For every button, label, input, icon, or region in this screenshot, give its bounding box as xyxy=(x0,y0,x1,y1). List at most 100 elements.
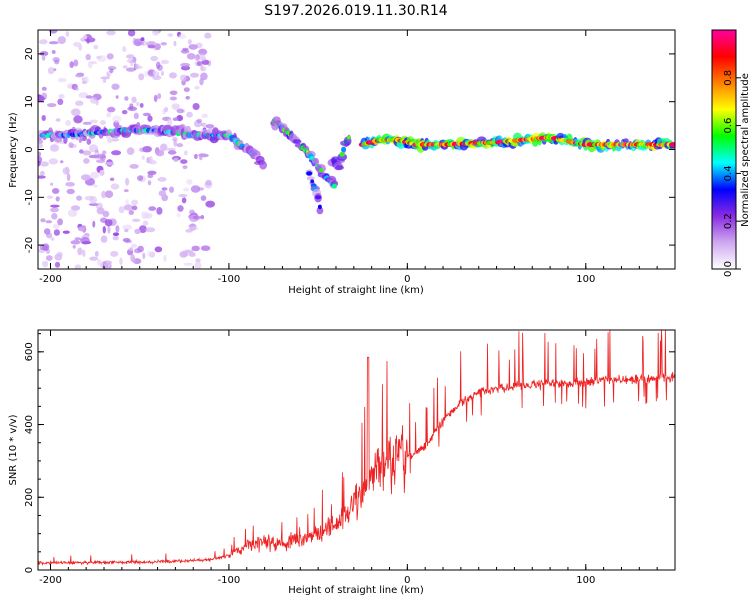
noise-blob xyxy=(106,53,114,60)
noise-blob xyxy=(161,187,168,191)
noise-blob xyxy=(183,87,190,93)
noise-blob xyxy=(74,264,82,269)
trace-core xyxy=(319,168,324,173)
snr-xtick-label: -200 xyxy=(39,575,62,586)
noise-blob xyxy=(57,98,64,106)
noise-blob xyxy=(76,195,82,201)
noise-blob xyxy=(85,95,93,99)
noise-blob xyxy=(57,36,66,45)
noise-blob xyxy=(122,46,127,53)
trace-core xyxy=(332,183,337,189)
noise-blob xyxy=(186,111,193,118)
noise-blob xyxy=(126,147,135,156)
noise-blob xyxy=(160,143,168,152)
noise-blob xyxy=(154,43,161,51)
noise-blob xyxy=(99,169,105,176)
noise-blob xyxy=(52,188,60,194)
noise-blob xyxy=(65,120,72,126)
noise-blob xyxy=(92,184,98,188)
noise-blob xyxy=(101,190,107,199)
noise-blob xyxy=(100,217,108,223)
noise-blob xyxy=(85,53,91,61)
noise-blob xyxy=(131,199,139,206)
noise-blob xyxy=(142,220,149,226)
noise-blob xyxy=(169,186,174,193)
noise-blob xyxy=(62,230,70,234)
noise-blob xyxy=(48,41,59,45)
noise-blob xyxy=(39,39,48,45)
noise-blob xyxy=(150,55,159,62)
noise-blob xyxy=(179,251,188,258)
noise-blob xyxy=(124,96,129,101)
colorbar-label: Normalized spectral amplitude xyxy=(740,73,750,227)
trace-core xyxy=(341,146,347,153)
noise-blob xyxy=(38,175,46,179)
noise-blob xyxy=(45,220,53,224)
noise-blob xyxy=(194,153,198,160)
noise-blob xyxy=(53,229,61,236)
noise-blob xyxy=(50,207,59,213)
noise-blob xyxy=(41,115,46,121)
noise-blob xyxy=(57,77,67,83)
noise-blob xyxy=(155,149,165,157)
colorbar-tick-label: 0.2 xyxy=(723,213,734,229)
trace-core xyxy=(306,171,313,176)
noise-blob xyxy=(205,124,215,129)
noise-blob xyxy=(145,227,156,233)
colorbar-tick-label: 0.0 xyxy=(723,261,734,277)
noise-blob xyxy=(106,112,112,118)
noise-blob xyxy=(51,50,56,54)
noise-blob xyxy=(123,189,129,193)
trace-blob xyxy=(335,165,344,171)
noise-blob xyxy=(200,195,207,201)
snr-xlabel: Height of straight line (km) xyxy=(288,585,424,596)
noise-blob xyxy=(89,119,98,124)
noise-blob xyxy=(138,225,147,234)
noise-blob xyxy=(137,175,144,182)
noise-blob xyxy=(173,40,177,47)
noise-blob xyxy=(196,118,203,124)
noise-blob xyxy=(66,188,75,195)
noise-blob xyxy=(161,194,169,202)
noise-blob xyxy=(180,49,190,54)
noise-blob xyxy=(100,120,106,126)
noise-blob xyxy=(186,53,196,60)
noise-blob xyxy=(55,196,60,202)
heatmap-trace-segment-c xyxy=(327,134,352,171)
noise-blob xyxy=(153,94,158,102)
noise-blob xyxy=(122,238,131,243)
noise-blob xyxy=(141,155,145,160)
noise-blob xyxy=(48,158,58,165)
noise-blob xyxy=(38,143,44,149)
noise-blob xyxy=(130,254,136,263)
noise-blob xyxy=(205,200,215,208)
noise-blob xyxy=(122,65,128,69)
noise-blob xyxy=(191,245,200,252)
noise-blob xyxy=(122,224,133,231)
noise-blob xyxy=(40,218,46,223)
noise-blob xyxy=(54,59,60,65)
noise-blob xyxy=(65,182,75,187)
noise-blob xyxy=(152,70,158,76)
noise-blob xyxy=(200,215,205,220)
noise-blob xyxy=(77,247,83,256)
noise-blob xyxy=(125,177,130,186)
noise-blob xyxy=(82,121,92,125)
noise-blob xyxy=(107,226,111,234)
noise-blob xyxy=(134,63,140,70)
noise-blob xyxy=(49,30,58,34)
noise-blob xyxy=(81,80,87,84)
noise-blob xyxy=(178,194,188,198)
noise-blob xyxy=(56,251,63,257)
noise-blob xyxy=(144,213,153,219)
noise-blob xyxy=(194,261,202,269)
noise-blob xyxy=(149,251,156,258)
noise-blob xyxy=(140,37,145,42)
snr-xtick-label: -100 xyxy=(218,575,241,586)
noise-blob xyxy=(68,142,74,149)
noise-blob xyxy=(75,73,84,78)
noise-blob xyxy=(73,42,82,47)
noise-blob xyxy=(157,177,167,182)
noise-blob xyxy=(109,177,115,181)
